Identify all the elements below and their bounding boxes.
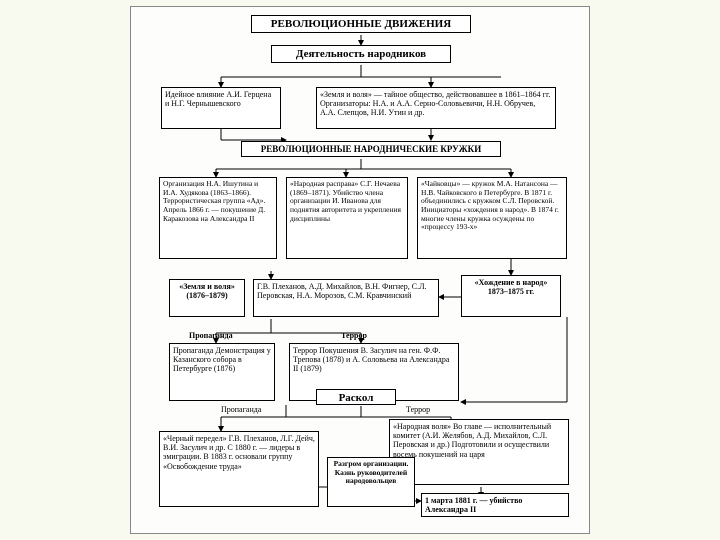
label-terror-1: Террор [341, 331, 367, 340]
node-razgrom: Разгром организации. Казнь руководителей… [327, 457, 415, 507]
node-herzen: Идейное влияние А.И. Герцена и Н.Г. Черн… [161, 87, 281, 129]
node-cherny-peredel: «Черный передел» Г.В. Плеханов, Л.Г. Дей… [159, 431, 319, 507]
label-propaganda-2: Пропаганда [221, 405, 261, 414]
node-hozhdenie: «Хождение в народ» 1873–1875 гг. [461, 275, 561, 317]
node-chaikovtsy: «Чайковцы» — кружок М.А. Натансона — Н.В… [417, 177, 567, 259]
node-zemlya-volya-1: «Земля и воля» — тайное общество, действ… [316, 87, 556, 129]
node-rev-movements: РЕВОЛЮЦИОННЫЕ ДВИЖЕНИЯ [251, 15, 471, 33]
node-propaganda: Пропаганда Демонстрация у Казанского соб… [169, 343, 275, 401]
label-propaganda-1: Пропаганда [189, 331, 233, 340]
node-raskol: Раскол [316, 389, 396, 405]
node-kruzhki: РЕВОЛЮЦИОННЫЕ НАРОДНИЧЕСКИЕ КРУЖКИ [241, 141, 501, 157]
label-terror-2: Террор [406, 405, 430, 414]
node-1881: 1 марта 1881 г. — убийство Александра II [421, 493, 569, 517]
node-members: Г.В. Плеханов, А.Д. Михайлов, В.Н. Фигне… [253, 279, 439, 317]
diagram-sheet: РЕВОЛЮЦИОННЫЕ ДВИЖЕНИЯ Деятельность наро… [130, 6, 590, 534]
node-narodniki-activity: Деятельность народников [271, 45, 451, 63]
node-ishutin: Организация Н.А. Ишутина и И.А. Худякова… [159, 177, 277, 259]
node-zemlya-volya-2: «Земля и воля» (1876–1879) [169, 279, 245, 317]
node-narodnaya-volya: «Народная воля» Во главе — исполнительны… [389, 419, 569, 485]
node-nechaev: «Народная расправа» С.Г. Нечаева (1869–1… [286, 177, 408, 259]
